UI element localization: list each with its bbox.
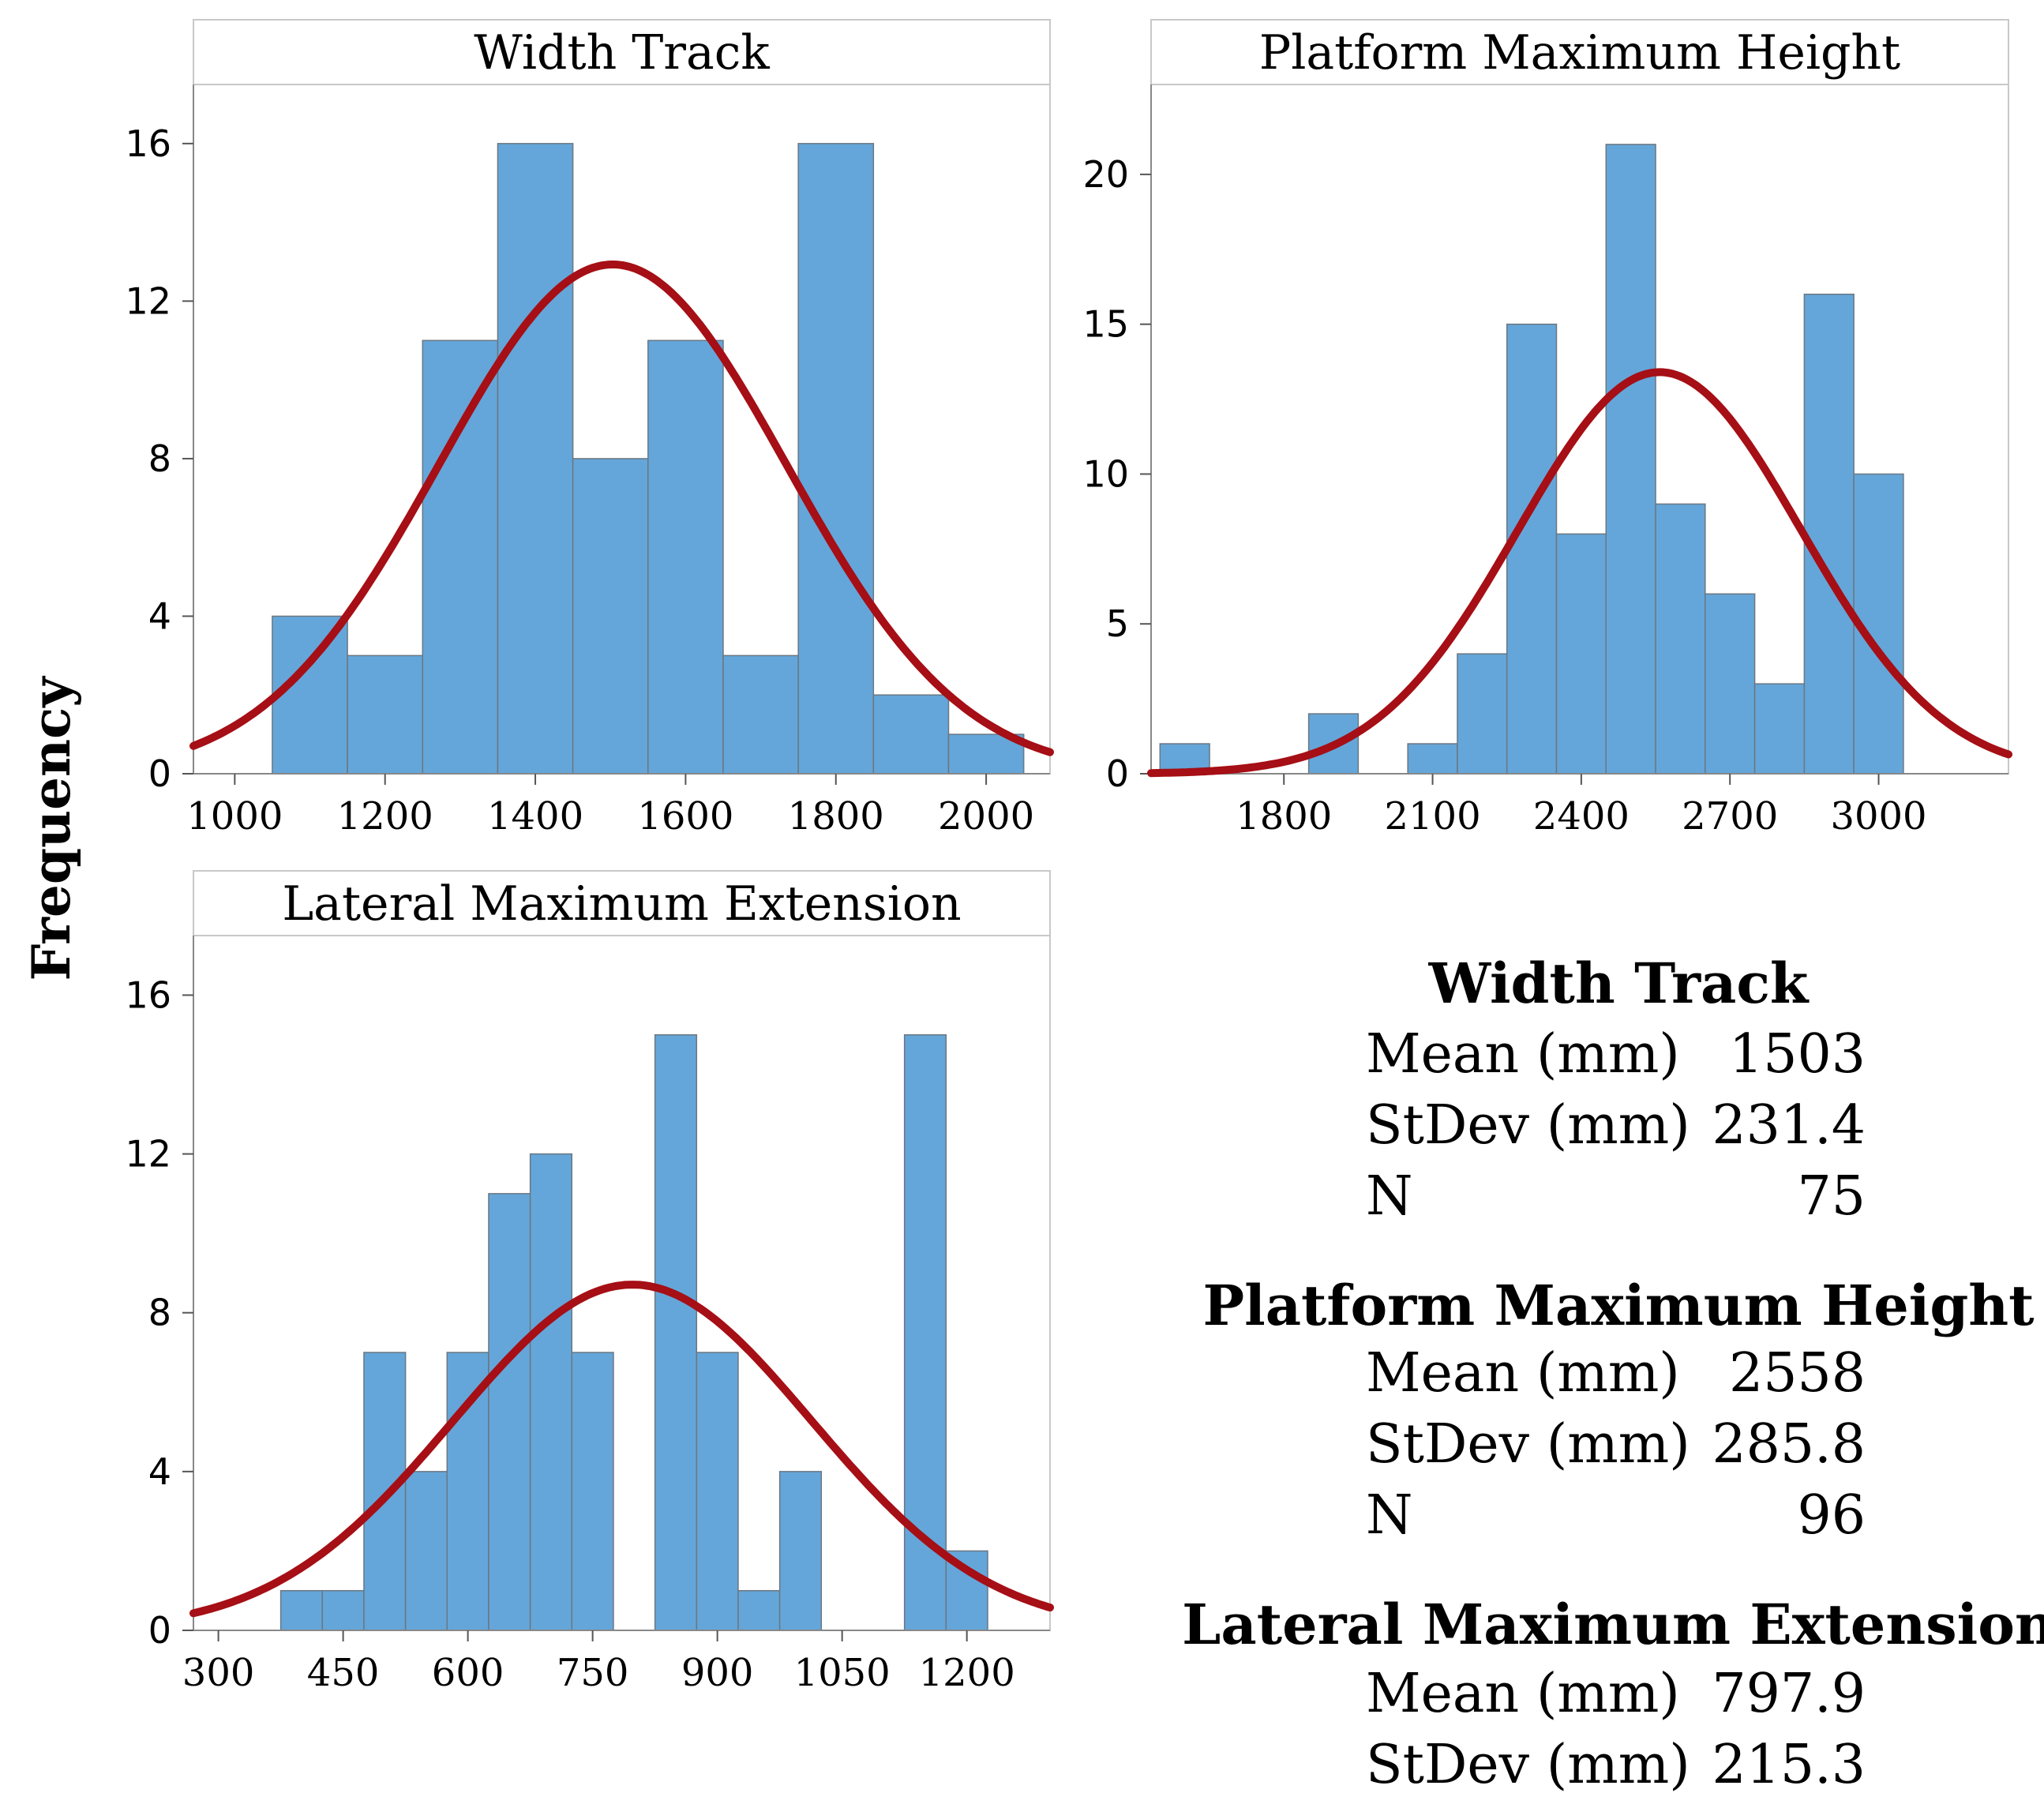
y-tick-label: 12 (125, 1133, 171, 1176)
stats-value: 285.8 (1712, 1413, 1866, 1476)
histogram-bar (279, 1589, 324, 1631)
stats-value: 2558 (1729, 1342, 1866, 1405)
y-tick-label: 16 (125, 973, 171, 1016)
histogram-bar (797, 143, 875, 775)
x-tick-label: 3000 (1830, 794, 1926, 838)
histogram-bar (363, 1352, 407, 1631)
y-tick-label: 8 (148, 437, 171, 480)
stats-value: 797.9 (1712, 1663, 1866, 1725)
panel-title: Platform Maximum Height (1259, 25, 1900, 81)
histogram-bar (272, 615, 348, 775)
y-tick-label: 16 (125, 122, 171, 165)
y-tick-label: 4 (148, 595, 171, 637)
stats-label: Mean (mm) (1366, 1342, 1680, 1405)
histogram-panel-3: Lateral Maximum Extension 300 450 600 750 900… (125, 870, 1054, 1695)
histogram-bar (446, 1352, 489, 1631)
x-tick-label: 2100 (1384, 794, 1480, 838)
histogram-bar (654, 1033, 698, 1631)
histogram-bar (404, 1471, 448, 1631)
histogram-bar (872, 694, 950, 775)
histogram-bar (321, 1589, 365, 1631)
x-tick-label: 2000 (938, 794, 1034, 838)
x-tick-label: 1600 (637, 794, 733, 838)
stats-title: Width Track (1428, 951, 1810, 1016)
histogram-bar (529, 1153, 573, 1631)
histogram-panel-1: Width Track 1000 1200 1400 1600 1800 2000 0 4 8 12… (125, 19, 1054, 838)
histogram-bar (1407, 743, 1458, 775)
stats-label: Mean (mm) (1366, 1663, 1680, 1725)
histogram-panel-2: Platform Maximum Height 1800 2100 2400 2700 3… (1082, 19, 2012, 838)
x-tick-label: 2400 (1533, 794, 1630, 838)
histogram-bar (1705, 593, 1756, 775)
normal-fit-curve (189, 261, 1054, 756)
histogram-bar (572, 458, 649, 775)
histogram-bar (1753, 683, 1806, 775)
histogram-bar (722, 655, 799, 775)
panel-title: Width Track (474, 25, 770, 81)
stats-label: N (1366, 1484, 1413, 1547)
summary-statistics: Width Track Mean (mm) 1503 StDev (mm) 231.4 N… (1182, 951, 2044, 1796)
stats-value: 1503 (1729, 1023, 1866, 1086)
x-tick-label: 2700 (1682, 794, 1778, 838)
x-tick-label: 1000 (186, 794, 283, 838)
stats-label: StDev (mm) (1366, 1094, 1690, 1157)
panel-title: Lateral Maximum Extension (282, 876, 961, 932)
histogram-bar (488, 1193, 531, 1631)
y-tick-label: 15 (1082, 303, 1129, 346)
histogram-bar (1803, 293, 1855, 775)
x-tick-label: 1800 (1236, 794, 1332, 838)
histogram-bar (1506, 323, 1558, 775)
stats-value: 215.3 (1712, 1734, 1866, 1796)
y-tick-label: 20 (1082, 153, 1129, 196)
y-tick-label: 10 (1082, 452, 1129, 495)
normal-fit-curve (1147, 368, 2012, 778)
x-tick-label: 600 (432, 1651, 504, 1695)
stats-label: Mean (mm) (1366, 1023, 1680, 1086)
y-tick-label: 5 (1106, 602, 1129, 645)
histogram-bar (1555, 533, 1607, 775)
y-axis-label: Frequency (21, 676, 82, 981)
x-tick-label: 1200 (337, 794, 433, 838)
x-tick-label: 1050 (794, 1651, 891, 1695)
y-tick-label: 8 (148, 1292, 171, 1334)
stats-label: StDev (mm) (1366, 1413, 1690, 1476)
histogram-bar (1457, 653, 1508, 775)
histogram-bar (347, 655, 424, 775)
y-tick-label: 0 (1106, 752, 1129, 795)
histogram-bar (696, 1352, 739, 1631)
stats-value: 96 (1797, 1484, 1866, 1547)
histogram-bar (1605, 144, 1656, 775)
y-tick-label: 4 (148, 1450, 171, 1493)
histogram-bar (737, 1589, 781, 1631)
x-tick-label: 1400 (487, 794, 583, 838)
x-tick-label: 450 (307, 1651, 380, 1695)
stats-value: 231.4 (1712, 1094, 1866, 1157)
stats-block-1: Width Track Mean (mm) 1503 StDev (mm) 231.4 N… (1366, 951, 1866, 1228)
stats-label: N (1366, 1165, 1413, 1228)
stats-title: Platform Maximum Height (1202, 1273, 2034, 1338)
x-tick-label: 900 (681, 1651, 754, 1695)
x-tick-label: 750 (557, 1651, 629, 1695)
y-tick-label: 12 (125, 279, 171, 322)
histogram-bar (422, 339, 499, 775)
x-tick-label: 1200 (919, 1651, 1015, 1695)
stats-title: Lateral Maximum Extension (1182, 1592, 2044, 1657)
histogram-bar (1655, 503, 1706, 775)
stats-label: StDev (mm) (1366, 1734, 1690, 1796)
y-tick-label: 0 (148, 752, 171, 795)
normal-fit-curve (189, 1281, 1054, 1618)
histogram-bar (497, 143, 574, 775)
y-tick-label: 0 (148, 1609, 171, 1652)
histogram-bar (571, 1352, 614, 1631)
x-tick-label: 300 (182, 1651, 255, 1695)
x-tick-label: 1800 (788, 794, 884, 838)
histogram-bar (647, 339, 724, 775)
histogram-bar (778, 1471, 823, 1631)
stats-value: 75 (1797, 1165, 1866, 1228)
